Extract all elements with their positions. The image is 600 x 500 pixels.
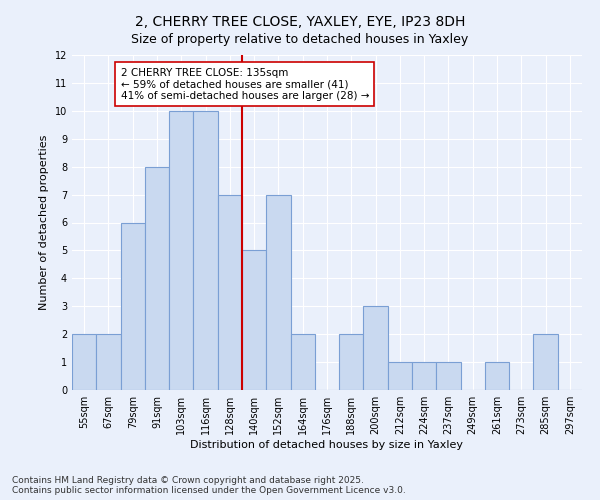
Bar — [412, 362, 436, 390]
Text: Contains HM Land Registry data © Crown copyright and database right 2025.
Contai: Contains HM Land Registry data © Crown c… — [12, 476, 406, 495]
Bar — [339, 334, 364, 390]
Bar — [193, 111, 218, 390]
Bar — [485, 362, 509, 390]
Bar — [266, 194, 290, 390]
Bar — [96, 334, 121, 390]
Bar — [218, 194, 242, 390]
Bar — [145, 166, 169, 390]
Bar — [290, 334, 315, 390]
Y-axis label: Number of detached properties: Number of detached properties — [39, 135, 49, 310]
Text: 2 CHERRY TREE CLOSE: 135sqm
← 59% of detached houses are smaller (41)
41% of sem: 2 CHERRY TREE CLOSE: 135sqm ← 59% of det… — [121, 68, 369, 101]
Bar — [72, 334, 96, 390]
Text: Size of property relative to detached houses in Yaxley: Size of property relative to detached ho… — [131, 32, 469, 46]
Bar — [242, 250, 266, 390]
X-axis label: Distribution of detached houses by size in Yaxley: Distribution of detached houses by size … — [191, 440, 464, 450]
Bar — [436, 362, 461, 390]
Bar — [364, 306, 388, 390]
Text: 2, CHERRY TREE CLOSE, YAXLEY, EYE, IP23 8DH: 2, CHERRY TREE CLOSE, YAXLEY, EYE, IP23 … — [135, 15, 465, 29]
Bar — [169, 111, 193, 390]
Bar — [121, 222, 145, 390]
Bar — [533, 334, 558, 390]
Bar — [388, 362, 412, 390]
